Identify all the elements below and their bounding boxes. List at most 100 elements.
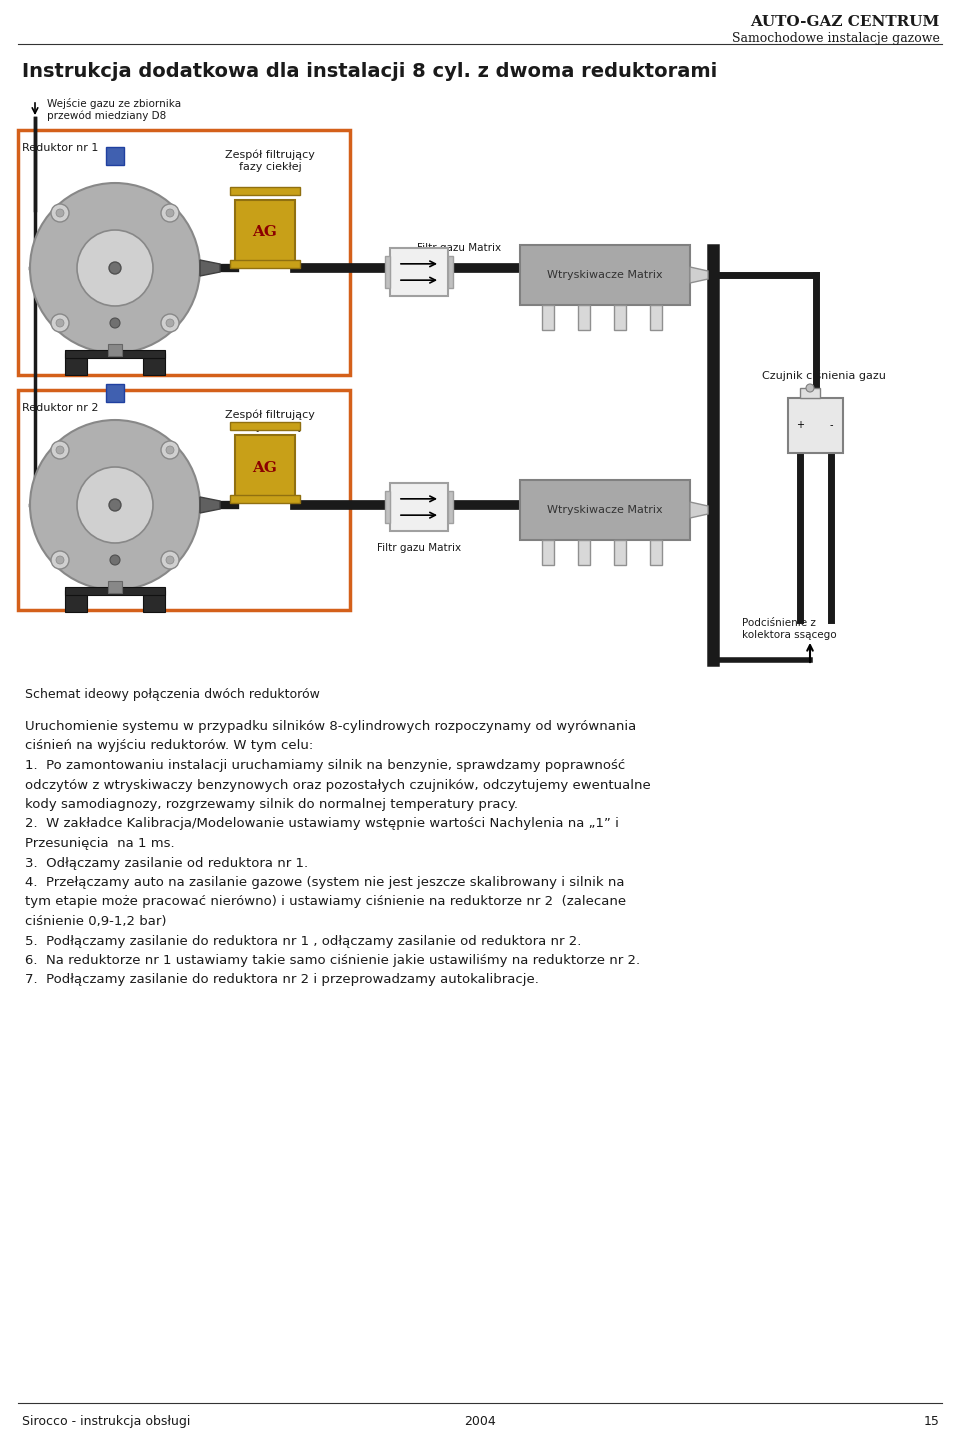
Polygon shape [200,497,220,513]
Circle shape [51,314,69,333]
Bar [230,260,300,268]
Text: 6.  Na reduktorze nr 1 ustawiamy takie samo ciśnienie jakie ustawiliśmy na reduk: 6. Na reduktorze nr 1 ustawiamy takie sa… [25,954,640,967]
Text: Samochodowe instalacje gazowe: Samochodowe instalacje gazowe [732,32,940,45]
Text: ciśnień na wyjściu reduktorów. W tym celu:: ciśnień na wyjściu reduktorów. W tym cel… [25,739,313,752]
Bar [385,492,390,523]
Bar [18,390,350,610]
Text: AUTO-GAZ CENTRUM: AUTO-GAZ CENTRUM [751,14,940,29]
Circle shape [77,467,153,544]
Text: Filtr gazu Matrix: Filtr gazu Matrix [417,243,501,253]
Text: Wtryskiwacze Matrix: Wtryskiwacze Matrix [547,270,662,281]
Circle shape [166,557,174,564]
Bar [65,350,165,359]
Circle shape [166,445,174,454]
Text: AG: AG [252,226,277,240]
Bar [788,398,843,453]
Bar [448,256,453,288]
Circle shape [109,499,121,510]
Text: 5.  Podłączamy zasilanie do reduktora nr 1 , odłączamy zasilanie od reduktora nr: 5. Podłączamy zasilanie do reduktora nr … [25,934,582,947]
Text: Reduktor nr 2: Reduktor nr 2 [22,403,99,414]
Text: tym etapie może pracować nierówno) i ustawiamy ciśnienie na reduktorze nr 2  (za: tym etapie może pracować nierówno) i ust… [25,895,626,908]
Circle shape [109,262,121,273]
Bar [520,480,690,539]
Circle shape [56,557,64,564]
Circle shape [56,445,64,454]
Bar [614,539,626,565]
Circle shape [30,419,200,590]
Circle shape [30,184,200,353]
Bar [143,590,165,612]
Text: Podciśnienie z
kolektora ssącego: Podciśnienie z kolektora ssącego [742,617,836,639]
Circle shape [166,210,174,217]
Text: +: + [796,421,804,431]
Bar [614,305,626,330]
Text: Sirocco - instrukcja obsługi: Sirocco - instrukcja obsługi [22,1416,190,1429]
Circle shape [77,230,153,307]
Circle shape [161,551,179,568]
Text: Wejście gazu ze zbiornika
przewód miedziany D8: Wejście gazu ze zbiornika przewód miedzi… [47,98,181,121]
Bar [230,422,300,429]
Bar [65,353,87,375]
Text: 4.  Przełączamy auto na zasilanie gazowe (system nie jest jeszcze skalibrowany i: 4. Przełączamy auto na zasilanie gazowe … [25,876,625,889]
Circle shape [110,555,120,565]
Bar [578,305,590,330]
Circle shape [166,320,174,327]
Bar [65,587,165,594]
Bar [800,388,820,398]
Text: -: - [829,421,832,431]
Circle shape [161,204,179,223]
Bar [108,581,122,593]
Text: Przesunięcia  na 1 ms.: Przesunięcia na 1 ms. [25,837,175,850]
Circle shape [161,441,179,458]
Bar [650,539,662,565]
Text: 2004: 2004 [464,1416,496,1429]
Circle shape [56,210,64,217]
Text: odczytów z wtryskiwaczy benzynowych oraz pozostałych czujników, odczytujemy ewen: odczytów z wtryskiwaczy benzynowych oraz… [25,778,651,791]
Bar [542,305,554,330]
Bar [578,539,590,565]
Bar [230,495,300,503]
Bar [108,344,122,356]
Text: ciśnienie 0,9-1,2 bar): ciśnienie 0,9-1,2 bar) [25,915,166,928]
Bar [385,256,390,288]
Text: Zespół filtrujący
fazy ciekłej: Zespół filtrujący fazy ciekłej [225,150,315,172]
Bar [106,147,124,165]
Bar [650,305,662,330]
Circle shape [51,204,69,223]
Circle shape [806,385,814,392]
Text: Uruchomienie systemu w przypadku silników 8-cylindrowych rozpoczynamy od wyrówna: Uruchomienie systemu w przypadku silnikó… [25,720,636,733]
Circle shape [110,318,120,328]
Text: Filtr gazu Matrix: Filtr gazu Matrix [377,544,461,552]
Bar [520,244,690,305]
Text: Zespół filtrujący
fazy ciekłej: Zespół filtrujący fazy ciekłej [225,411,315,432]
Text: 2.  W zakładce Kalibracja/Modelowanie ustawiamy wstępnie wartości Nachylenia na : 2. W zakładce Kalibracja/Modelowanie ust… [25,817,619,830]
Circle shape [51,441,69,458]
Polygon shape [200,260,220,276]
Bar [542,539,554,565]
Text: 3.  Odłączamy zasilanie od reduktora nr 1.: 3. Odłączamy zasilanie od reduktora nr 1… [25,856,308,869]
Bar [106,385,124,402]
Bar [235,435,295,500]
Polygon shape [690,268,708,283]
Bar [448,492,453,523]
Text: Wtryskiwacze Matrix: Wtryskiwacze Matrix [547,505,662,515]
Text: Instrukcja dodatkowa dla instalacji 8 cyl. z dwoma reduktorami: Instrukcja dodatkowa dla instalacji 8 cy… [22,62,717,81]
Text: AG: AG [252,460,277,474]
Bar [230,187,300,195]
Bar [18,130,350,375]
Text: Schemat ideowy połączenia dwóch reduktorów: Schemat ideowy połączenia dwóch reduktor… [25,688,320,701]
Bar [143,353,165,375]
Bar [65,590,87,612]
Bar [390,483,448,531]
Text: 15: 15 [924,1416,940,1429]
Text: kody samodiagnozy, rozgrzewamy silnik do normalnej temperatury pracy.: kody samodiagnozy, rozgrzewamy silnik do… [25,798,518,811]
Circle shape [56,320,64,327]
Text: 1.  Po zamontowaniu instalacji uruchamiamy silnik na benzynie, sprawdzamy popraw: 1. Po zamontowaniu instalacji uruchamiam… [25,759,625,772]
Bar [235,200,295,265]
Text: Reduktor nr 1: Reduktor nr 1 [22,143,98,153]
Text: Czujnik ciśnienia gazu: Czujnik ciśnienia gazu [762,370,886,380]
Bar [390,249,448,296]
Circle shape [51,551,69,568]
Circle shape [161,314,179,333]
Text: 7.  Podłączamy zasilanie do reduktora nr 2 i przeprowadzamy autokalibracje.: 7. Podłączamy zasilanie do reduktora nr … [25,973,539,986]
